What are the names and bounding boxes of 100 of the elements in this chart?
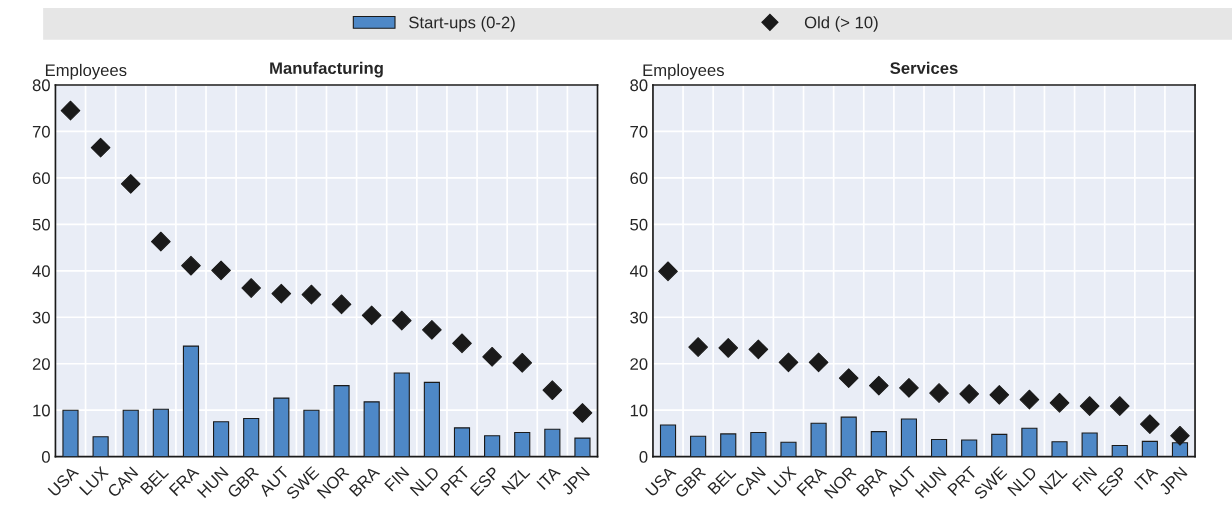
bar	[333, 385, 350, 457]
point	[542, 380, 563, 401]
bar	[152, 408, 169, 457]
y-tick-label: 50	[630, 218, 648, 231]
bar	[840, 416, 857, 457]
y-tick-label: 80	[32, 79, 50, 92]
bar	[1111, 444, 1128, 457]
point	[181, 255, 201, 276]
point	[748, 339, 769, 360]
bar	[273, 397, 290, 457]
bar	[1051, 441, 1068, 457]
bar	[870, 431, 887, 457]
bar	[720, 433, 737, 457]
bar	[780, 441, 797, 457]
point	[361, 305, 382, 326]
bar	[961, 439, 978, 457]
bar	[991, 433, 1008, 457]
y-tick-label: 50	[32, 218, 50, 231]
bar	[690, 435, 707, 457]
y-tick-label: 10	[33, 404, 50, 417]
bar	[1021, 427, 1038, 457]
x-tick-label: NLD	[1007, 465, 1038, 497]
bar	[92, 436, 109, 457]
y-tick-label: 0	[41, 451, 50, 463]
y-tick-label: 30	[32, 311, 50, 324]
bar	[423, 381, 440, 457]
bar	[659, 424, 677, 457]
y-tick-label: 40	[629, 265, 648, 278]
point	[718, 338, 739, 358]
y-tick-label: 60	[32, 172, 50, 185]
bar	[810, 422, 827, 457]
y-tick-label: 70	[630, 125, 648, 138]
point	[301, 284, 322, 305]
point	[868, 375, 889, 396]
legend-label: Old (> 10)	[804, 16, 878, 32]
bar	[453, 427, 471, 457]
x-tick-label: BRA	[348, 465, 381, 497]
bar	[182, 345, 200, 457]
bar	[62, 409, 79, 457]
legend-label: Start-ups (0-2)	[409, 16, 515, 32]
bar	[930, 438, 948, 457]
point	[151, 231, 171, 252]
point	[989, 385, 1010, 405]
x-tick-label: FIN	[1072, 466, 1098, 492]
point	[778, 352, 799, 373]
y-tick-label: 20	[32, 358, 50, 370]
y-tick-label: 30	[630, 311, 648, 324]
bar	[544, 428, 561, 457]
x-tick-label: ITA	[536, 465, 561, 490]
point	[422, 319, 442, 340]
chart-title: Manufacturing	[270, 61, 383, 78]
point	[1140, 414, 1160, 434]
x-tick-label: USA	[645, 465, 677, 497]
x-tick-label: FIN	[384, 466, 410, 492]
point	[929, 383, 949, 403]
bar	[514, 431, 531, 457]
y-axis-title: Employees	[643, 63, 724, 80]
point	[688, 337, 708, 357]
point	[1109, 396, 1130, 416]
point	[271, 283, 292, 304]
point	[838, 368, 859, 388]
x-tick-label: NLD	[409, 465, 440, 497]
x-tick-label: BEL	[139, 465, 169, 495]
bar	[484, 435, 501, 457]
bar	[393, 372, 410, 457]
point	[899, 378, 919, 398]
y-tick-label: 0	[639, 451, 648, 463]
bar	[212, 421, 230, 457]
y-tick-label: 20	[630, 358, 648, 370]
point	[60, 100, 81, 121]
bar	[1081, 432, 1098, 457]
bar	[363, 401, 380, 457]
point	[452, 333, 472, 354]
bar	[303, 409, 320, 457]
point	[1049, 392, 1070, 413]
bar	[750, 431, 767, 457]
point	[572, 403, 593, 423]
point	[658, 261, 678, 282]
y-tick-label: 80	[630, 79, 648, 92]
chart-title: Services	[890, 61, 958, 75]
point	[120, 174, 141, 194]
point	[808, 352, 829, 373]
x-tick-label: NZL	[1038, 465, 1068, 495]
y-axis-title: Employees	[45, 63, 127, 80]
point	[241, 278, 262, 298]
point	[211, 260, 231, 281]
point	[391, 310, 412, 331]
bar	[574, 437, 591, 457]
y-tick-label: 60	[630, 172, 648, 185]
point	[959, 384, 980, 404]
x-tick-label: BEL	[707, 465, 737, 495]
point	[90, 137, 111, 158]
point	[1170, 425, 1190, 446]
point	[1079, 396, 1100, 416]
x-tick-label: ITA	[1133, 465, 1159, 490]
y-tick-label: 70	[32, 125, 50, 138]
bar	[243, 418, 260, 457]
point	[1019, 389, 1040, 410]
bar	[900, 418, 918, 457]
point	[482, 346, 502, 367]
